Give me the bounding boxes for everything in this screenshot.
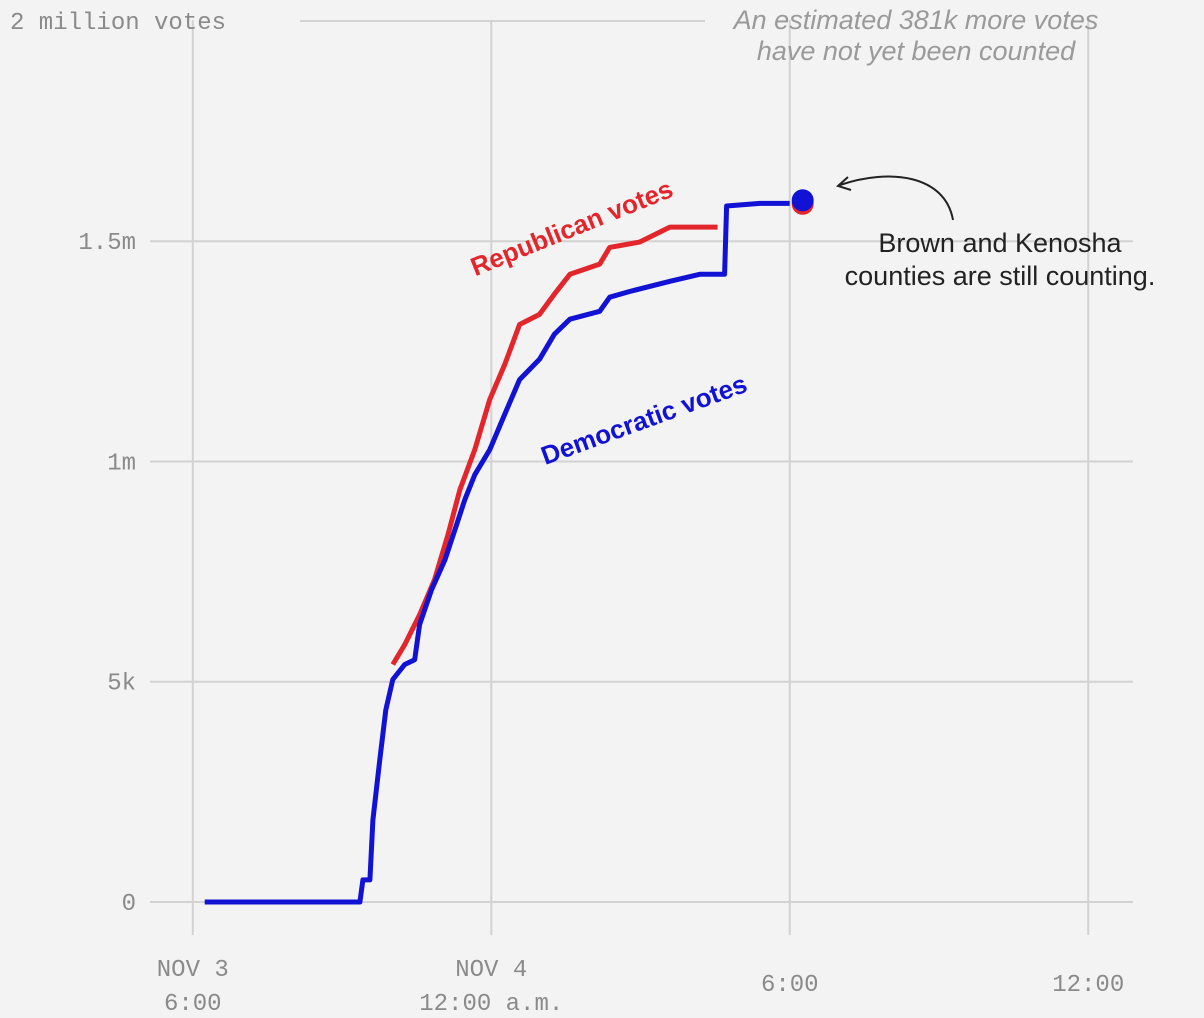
- x-tick-label-line: 6:00: [164, 991, 222, 1018]
- x-tick-label: 12:00: [1052, 972, 1124, 999]
- plot: NOV 3 6:00 NOV 4 12:00 a.m. 6:00 12:00 0 5k 1m 1.…: [10, 10, 1133, 1018]
- callout-arrow: [839, 175, 954, 221]
- x-tick-label: NOV 3 6:00: [157, 957, 229, 1018]
- x-tick-label-line: 12:00 a.m.: [419, 991, 563, 1018]
- y-tick-label: 1.5m: [78, 230, 136, 257]
- x-tick-label: NOV 4 12:00 a.m.: [419, 957, 563, 1018]
- note-line: An estimated 381k more votes: [732, 5, 1099, 35]
- y-tick-label: 5k: [107, 671, 136, 698]
- end-marker: [791, 189, 814, 212]
- note-line: have not yet been counted: [757, 36, 1076, 66]
- arrow-head: [836, 176, 852, 191]
- series-line: [204, 200, 790, 905]
- x-tick-label-line: NOV 3: [157, 957, 229, 984]
- y-tick-label: 1m: [107, 450, 136, 477]
- series-label: Democratic votes: [537, 368, 751, 470]
- series-label: Republican votes: [466, 173, 677, 281]
- callout-line: Brown and Kenosha: [878, 228, 1122, 258]
- x-tick-label: 6:00: [761, 972, 819, 999]
- y-tick-label: 0: [122, 891, 136, 918]
- x-tick-label-line: NOV 4: [455, 957, 527, 984]
- note: An estimated 381k more votes have not yet…: [732, 5, 1099, 66]
- y-tick-label: 2 million votes: [10, 10, 226, 37]
- callout: Brown and Kenosha counties are still coun…: [845, 228, 1156, 291]
- callout-line: counties are still counting.: [845, 261, 1156, 291]
